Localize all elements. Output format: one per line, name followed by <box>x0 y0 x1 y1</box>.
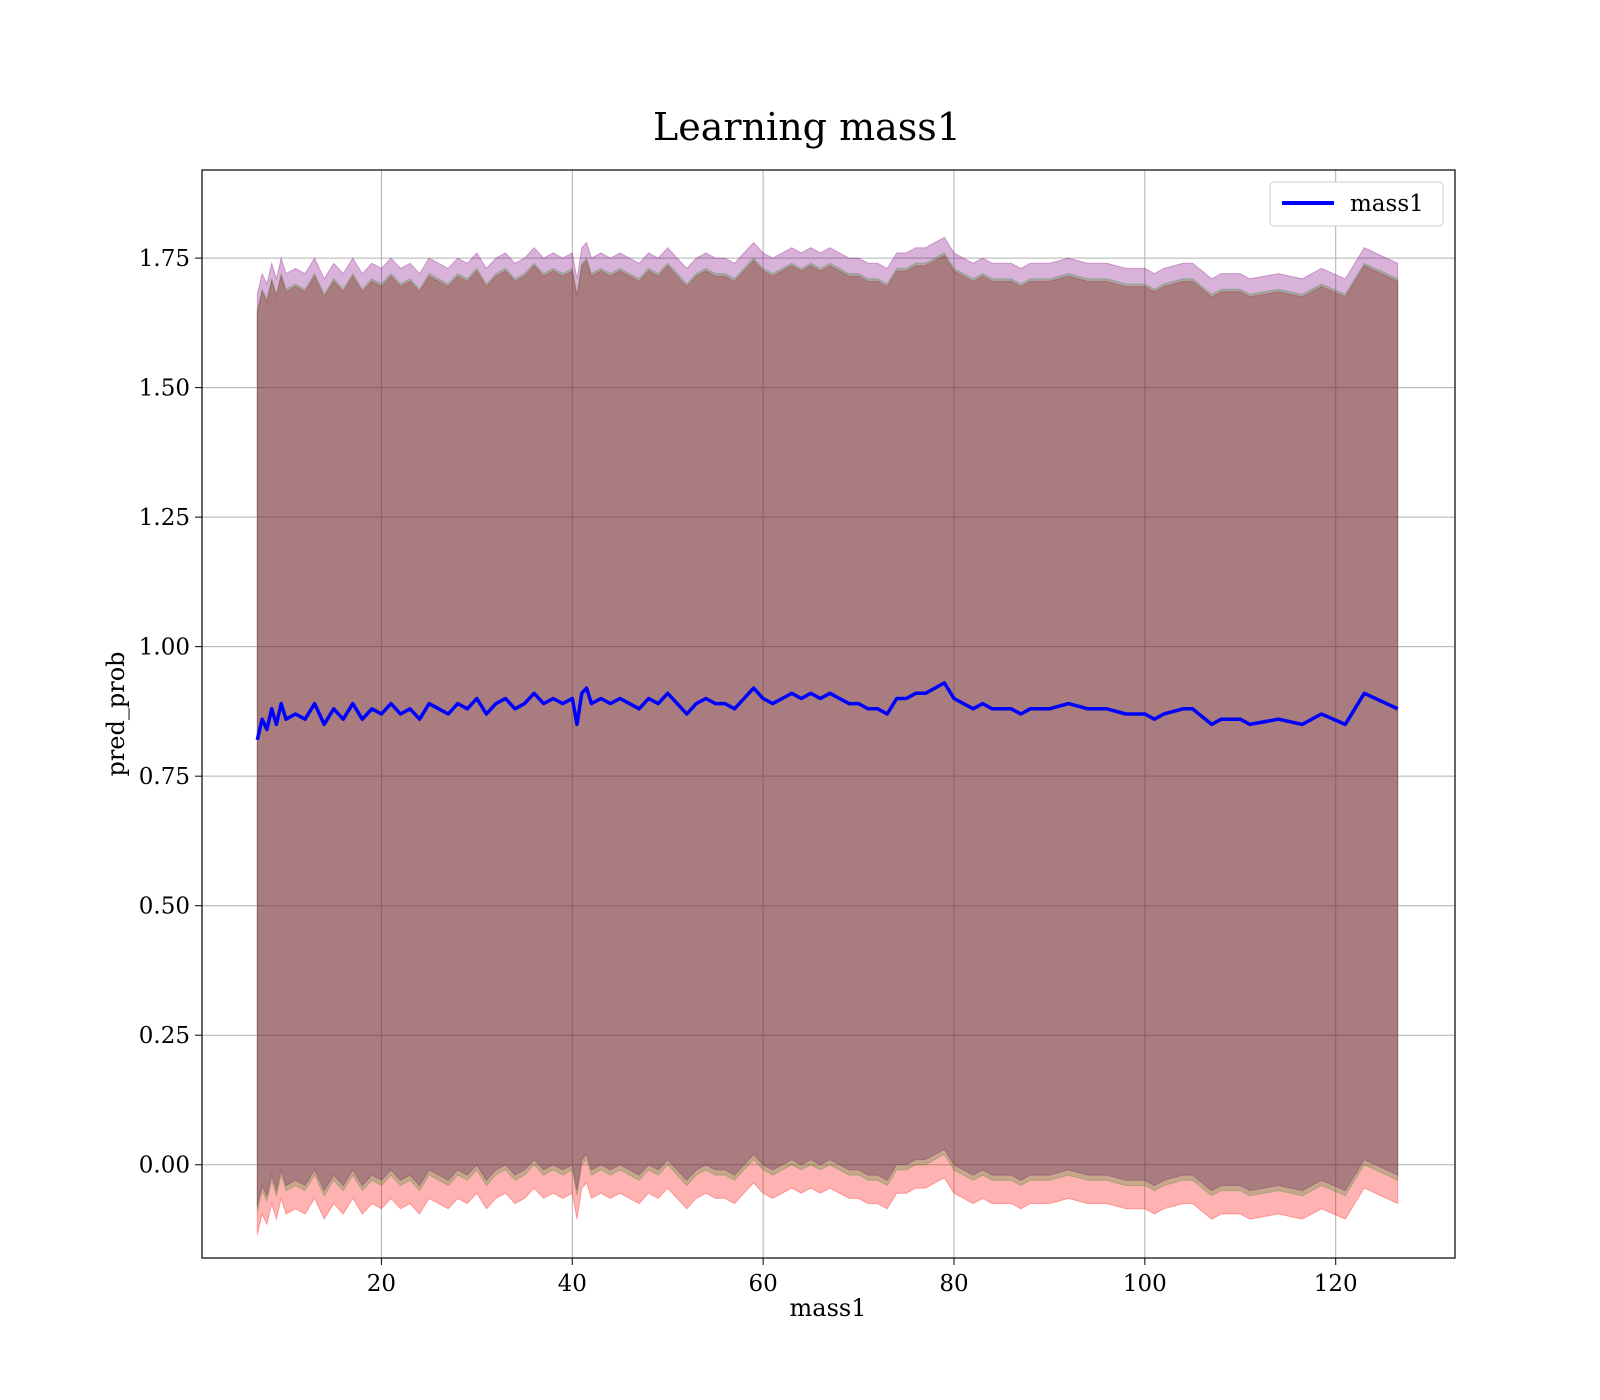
x-tick-label: 20 <box>367 1271 396 1297</box>
y-tick-label: 0.50 <box>139 894 190 920</box>
legend-box <box>1269 181 1444 227</box>
y-tick-label: 1.25 <box>139 505 190 531</box>
series-layer <box>255 681 1399 741</box>
y-tick-label: 0.75 <box>139 764 190 790</box>
y-tick-label: 1.50 <box>139 376 190 402</box>
confidence-band-3 <box>256 252 1399 1212</box>
y-tick-label: 0.00 <box>139 1153 190 1179</box>
x-axis-ticks: 20 40 60 80 100 120 <box>367 1258 1358 1297</box>
uncertainty-bands <box>256 236 1399 1235</box>
x-tick-label: 100 <box>1123 1271 1167 1297</box>
x-tick-label: 120 <box>1314 1271 1358 1297</box>
x-axis-label: mass1 <box>790 1294 867 1322</box>
y-axis-label: pred_prob <box>102 651 130 776</box>
chart-title: Learning mass1 <box>653 105 961 149</box>
confidence-band-2 <box>256 236 1399 1207</box>
x-tick-label: 60 <box>748 1271 777 1297</box>
series-line-mass1 <box>255 681 1399 741</box>
legend-label-mass1: mass1 <box>1350 191 1424 217</box>
confidence-band-1 <box>256 254 1399 1235</box>
y-axis-ticks: 0.00 0.25 0.50 0.75 1.00 1.25 1.50 1.75 <box>139 246 202 1179</box>
y-tick-label: 1.00 <box>139 635 190 661</box>
plot-area <box>201 169 1456 1259</box>
legend: mass1 <box>1269 181 1444 227</box>
y-tick-label: 0.25 <box>139 1023 190 1049</box>
x-tick-label: 40 <box>558 1271 587 1297</box>
y-tick-label: 1.75 <box>139 246 190 272</box>
plot-frame <box>201 169 1456 1259</box>
x-tick-label: 80 <box>939 1271 968 1297</box>
